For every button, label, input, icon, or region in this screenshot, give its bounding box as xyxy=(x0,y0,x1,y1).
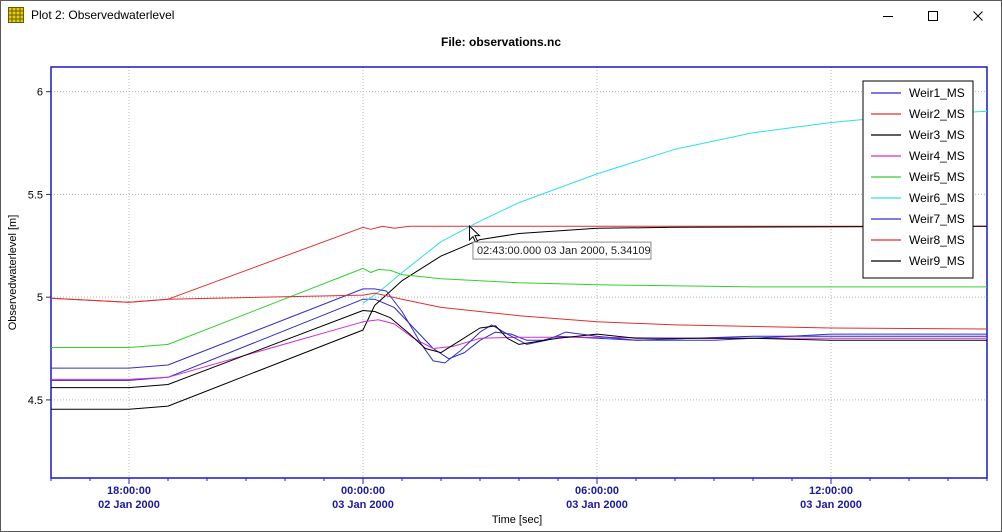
x-tick-time-label: 18:00:00 xyxy=(107,485,151,497)
y-tick-label: 4.5 xyxy=(28,395,43,407)
x-tick-time-label: 12:00:00 xyxy=(809,485,853,497)
minimize-icon xyxy=(883,15,893,17)
series-line-weir3-ms xyxy=(51,225,987,410)
series-line-weir6-ms xyxy=(362,110,987,304)
plot-background xyxy=(51,67,987,478)
y-tick-label: 5 xyxy=(37,292,43,304)
x-tick-time-label: 06:00:00 xyxy=(575,485,619,497)
y-tick-label: 6 xyxy=(37,87,43,99)
close-button[interactable] xyxy=(955,0,1001,31)
x-tick-date-label: 03 Jan 2000 xyxy=(332,499,394,511)
series-line-weir5-ms xyxy=(51,267,987,348)
x-axis-label: Time [sec] xyxy=(492,514,542,526)
maximize-button[interactable] xyxy=(910,0,956,31)
series-line-weir8-ms xyxy=(51,292,987,330)
legend-label: Weir2_MS xyxy=(909,107,965,121)
maximize-icon xyxy=(928,10,938,21)
tooltip-box xyxy=(472,241,652,260)
legend-label: Weir6_MS xyxy=(909,191,965,205)
chart-area: File: observations.nc 4.5 5 5.5 6 18:00:00 02 … xyxy=(7,35,988,526)
minimize-button[interactable] xyxy=(865,0,911,31)
chart-title: File: observations.nc xyxy=(441,35,561,49)
series-line-weir4-ms xyxy=(51,319,987,380)
legend-label: Weir9_MS xyxy=(909,254,965,268)
tooltip-text: 02:43:00.000 03 Jan 2000, 5.34109 xyxy=(477,245,651,257)
legend-label: Weir5_MS xyxy=(909,170,965,184)
legend-label: Weir1_MS xyxy=(909,86,965,100)
close-icon xyxy=(973,10,983,21)
window-titlebar: Plot 2: Observedwaterlevel xyxy=(0,0,1002,31)
legend-label: Weir3_MS xyxy=(909,128,965,142)
data-tooltip: 02:43:00.000 03 Jan 2000, 5.34109 xyxy=(472,241,652,260)
legend-label: Weir7_MS xyxy=(909,212,965,226)
x-tick-date-label: 03 Jan 2000 xyxy=(800,499,862,511)
legend-label: Weir4_MS xyxy=(909,149,965,163)
series-line-weir9-ms xyxy=(51,310,987,389)
x-tick-date-label: 03 Jan 2000 xyxy=(566,499,628,511)
x-tick-date-label: 02 Jan 2000 xyxy=(98,499,160,511)
y-tick-label: 5.5 xyxy=(28,189,43,201)
series-line-weir7-ms xyxy=(51,288,987,369)
x-tick-time-label: 00:00:00 xyxy=(341,485,385,497)
legend-label: Weir8_MS xyxy=(909,233,965,247)
y-axis-label: Observedwaterlevel [m] xyxy=(7,215,19,331)
plot-frame xyxy=(50,66,988,479)
grid-app-icon xyxy=(8,7,24,23)
window-title: Plot 2: Observedwaterlevel xyxy=(31,8,175,22)
legend: Weir1_MS Weir2_MS Weir3_MS Weir4_MS Weir5_MS… xyxy=(862,80,974,279)
series-line-weir1-ms xyxy=(51,298,987,381)
